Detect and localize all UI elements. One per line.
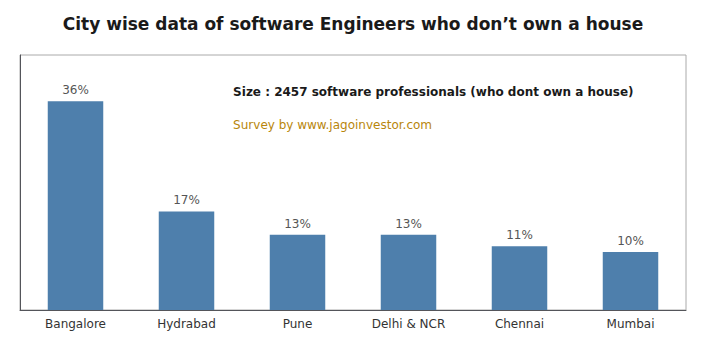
svg-text:36%: 36% <box>62 83 89 97</box>
svg-text:13%: 13% <box>395 217 422 231</box>
svg-text:Delhi & NCR: Delhi & NCR <box>372 317 446 331</box>
svg-text:Survey by www.jagoinvestor.com: Survey by www.jagoinvestor.com <box>233 118 432 132</box>
svg-text:Mumbai: Mumbai <box>607 317 655 331</box>
svg-text:Chennai: Chennai <box>495 317 544 331</box>
svg-text:City wise data of software Eng: City wise data of software Engineers who… <box>63 14 644 34</box>
svg-text:Pune: Pune <box>283 317 313 331</box>
svg-text:11%: 11% <box>506 228 533 242</box>
svg-text:17%: 17% <box>173 193 200 207</box>
svg-text:Size : 2457 software professio: Size : 2457 software professionals (who … <box>233 85 633 99</box>
svg-text:10%: 10% <box>617 234 644 248</box>
svg-text:Hydrabad: Hydrabad <box>157 317 216 331</box>
svg-text:13%: 13% <box>284 217 311 231</box>
svg-text:Bangalore: Bangalore <box>45 317 106 331</box>
